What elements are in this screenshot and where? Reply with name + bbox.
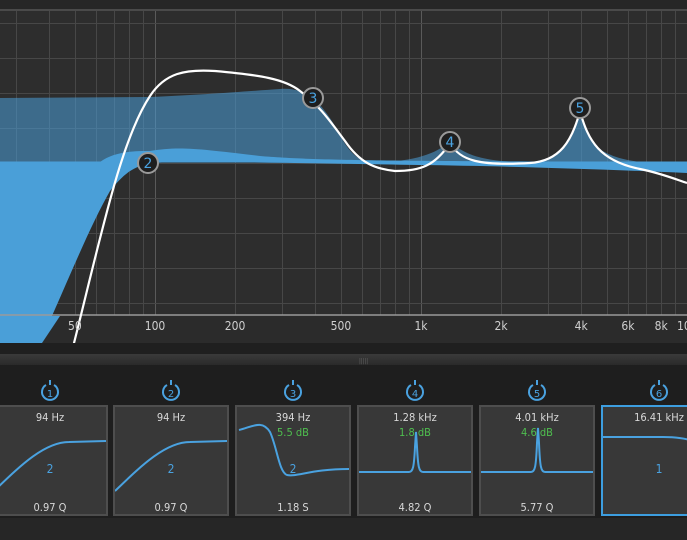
band-number: 3 [290, 389, 296, 400]
eq-graph[interactable]: 2 3 4 5 50 100 200 500 1k 2k 4k 6k 8k 10k [0, 11, 687, 352]
band-curve-preview [481, 427, 593, 473]
band-6-power-toggle[interactable]: 6 [648, 379, 670, 401]
band-2-power-toggle[interactable]: 2 [160, 379, 182, 401]
band-frequency[interactable]: 94 Hz [156, 411, 186, 424]
band-number: 6 [656, 389, 662, 400]
band-3-fill [0, 88, 370, 162]
node-4-label: 4 [446, 135, 455, 151]
band-1-2-fill-bottom [0, 316, 60, 343]
band-gain[interactable]: 5.5 dB [277, 426, 309, 439]
band-gain[interactable]: 1.8 dB [399, 426, 431, 439]
band-1-2-fill [0, 148, 687, 343]
band-number: 2 [168, 389, 174, 400]
power-icon: 2 [162, 380, 180, 401]
axis-label-area [0, 316, 687, 343]
band-q[interactable]: 0.97 Q [33, 501, 67, 514]
node-3-label: 3 [309, 91, 318, 107]
node-4[interactable]: 4 [439, 131, 461, 153]
band-curve-preview [603, 436, 687, 441]
band-3-card[interactable]: 394 Hz 5.5 dB 2 1.18 S [235, 405, 351, 516]
band-frequency[interactable]: 16.41 kHz [634, 411, 684, 424]
band-3-power-toggle[interactable]: 3 [282, 379, 304, 401]
band-frequency[interactable]: 4.01 kHz [515, 411, 559, 424]
band-order[interactable]: 2 [289, 462, 297, 476]
node-2[interactable]: 2 [137, 152, 159, 174]
band-order[interactable]: 1 [655, 462, 663, 476]
axis-label: 8k [654, 319, 668, 333]
band-curve-preview [238, 423, 349, 477]
axis-label: 4k [574, 319, 588, 333]
axis-label: 1k [414, 319, 428, 333]
band-4-power-toggle[interactable]: 4 [404, 379, 426, 401]
node-3[interactable]: 3 [302, 87, 324, 109]
node-5[interactable]: 5 [569, 97, 591, 119]
response-curve [70, 69, 687, 352]
axis-label: 2k [494, 319, 508, 333]
band-curve-preview [115, 440, 227, 492]
band-1-power-toggle[interactable]: 1 [39, 379, 61, 401]
band-4-card[interactable]: 1.28 kHz 1.8 dB 4.82 Q [357, 405, 473, 516]
band-frequency[interactable]: 94 Hz [35, 411, 65, 424]
band-number: 4 [412, 389, 418, 400]
axis-label: 6k [621, 319, 635, 333]
band-number: 1 [47, 389, 53, 400]
band-curve-preview [359, 431, 471, 473]
band-q[interactable]: 4.82 Q [398, 501, 432, 514]
band-q[interactable]: 0.97 Q [154, 501, 188, 514]
axis-label: 100 [144, 319, 166, 333]
node-2-label: 2 [144, 156, 153, 172]
band-order[interactable]: 2 [46, 462, 54, 476]
axis-label: 200 [224, 319, 246, 333]
band-order[interactable]: 2 [167, 462, 175, 476]
power-icon: 3 [284, 380, 302, 401]
panel-splitter[interactable] [0, 354, 687, 365]
band-5-power-toggle[interactable]: 5 [526, 379, 548, 401]
band-number: 5 [534, 389, 540, 400]
power-icon: 6 [650, 380, 668, 401]
power-icon: 5 [528, 380, 546, 401]
eq-graph-canvas[interactable]: 2 3 4 5 [0, 11, 687, 352]
band-2-card[interactable]: 94 Hz 2 0.97 Q [113, 405, 229, 516]
power-icon: 1 [41, 380, 59, 401]
band-gain[interactable]: 4.6 dB [521, 426, 553, 439]
band-5-fill [530, 112, 640, 162]
footer-bar [0, 518, 687, 540]
band-curve-preview [0, 440, 106, 487]
axis-label: 10k [677, 319, 687, 333]
band-6-card[interactable]: 16.41 kHz 1 [601, 405, 687, 516]
splitter-grip[interactable]: ||||| [359, 358, 369, 365]
band-frequency[interactable]: 1.28 kHz [393, 411, 437, 424]
node-5-label: 5 [576, 101, 585, 117]
band-1-card[interactable]: 94 Hz 2 0.97 Q [0, 405, 108, 516]
band-5-card[interactable]: 4.01 kHz 4.6 dB 5.77 Q [479, 405, 595, 516]
band-q[interactable]: 1.18 S [277, 501, 309, 514]
top-bar [0, 0, 687, 11]
band-frequency[interactable]: 394 Hz [275, 411, 311, 424]
power-icon: 4 [406, 380, 424, 401]
axis-label: 500 [330, 319, 352, 333]
axis-label: 50 [68, 319, 82, 333]
band-q[interactable]: 5.77 Q [520, 501, 554, 514]
